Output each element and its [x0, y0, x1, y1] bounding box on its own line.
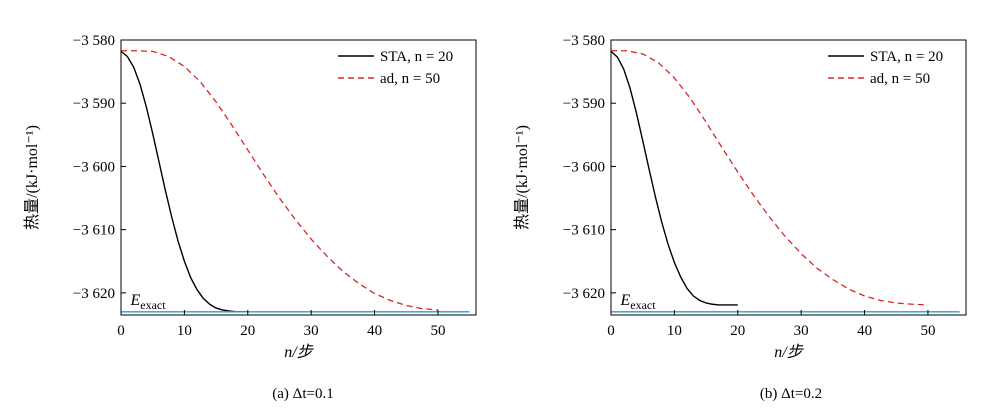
annotation-subscript: exact	[630, 298, 656, 312]
x-tick-label: 10	[177, 323, 192, 339]
y-axis-label: 热量/(kJ·mol⁻¹)	[23, 125, 41, 230]
legend-label-ad: ad, n = 50	[380, 71, 440, 87]
x-axis-label: n/步	[774, 343, 804, 361]
x-tick-label: 50	[430, 323, 445, 339]
x-tick-label: 0	[117, 323, 125, 339]
series-line-ad	[611, 50, 928, 306]
annotation-e-exact: Eexact	[130, 292, 167, 312]
annotation-e-exact: Eexact	[620, 292, 657, 312]
x-tick-label: 0	[607, 323, 615, 339]
x-tick-label: 20	[240, 323, 255, 339]
y-tick-label: −3 620	[563, 286, 605, 302]
x-tick-label: 50	[920, 323, 935, 339]
y-tick-label: −3 620	[73, 286, 115, 302]
y-axis-label: 热量/(kJ·mol⁻¹)	[513, 125, 531, 230]
plot-frame	[120, 39, 477, 316]
y-tick-label: −3 590	[73, 96, 115, 112]
x-tick-label: 30	[794, 323, 809, 339]
x-tick-label: 40	[857, 323, 872, 339]
x-tick-label: 30	[304, 323, 319, 339]
annotation-subscript: exact	[140, 298, 166, 312]
y-tick-label: −3 580	[563, 33, 605, 49]
panel-caption: (a) Δt=0.1	[272, 386, 333, 402]
chart-panel-a: 0 10 20 30 40 50 −3 580 −3 590 −3 600 −3 610 −3 62…	[23, 33, 477, 402]
y-tick-label: −3 580	[73, 33, 115, 49]
legend-label-sta: STA, n = 20	[870, 49, 943, 65]
series-line-ad	[121, 50, 439, 311]
legend-label-sta: STA, n = 20	[380, 49, 453, 65]
y-tick-label: −3 600	[563, 159, 605, 175]
x-tick-label: 20	[730, 323, 745, 339]
panel-caption: (b) Δt=0.2	[760, 386, 822, 402]
plot-frame	[610, 39, 967, 316]
legend-label-ad: ad, n = 50	[870, 71, 930, 87]
y-tick-label: −3 590	[563, 96, 605, 112]
y-tick-label: −3 610	[73, 223, 115, 239]
x-axis-label: n/步	[284, 343, 314, 361]
series-line-sta	[610, 50, 738, 306]
annotation-main-text: E	[130, 292, 141, 309]
x-tick-label: 10	[667, 323, 682, 339]
series-line-sta	[120, 50, 248, 313]
y-tick-label: −3 610	[563, 223, 605, 239]
x-tick-label: 40	[367, 323, 382, 339]
annotation-main-text: E	[620, 292, 631, 309]
chart-panel-b: 0 10 20 30 40 50 −3 580 −3 590 −3 600 −3 610 −3 62…	[513, 33, 967, 402]
y-tick-label: −3 600	[73, 159, 115, 175]
